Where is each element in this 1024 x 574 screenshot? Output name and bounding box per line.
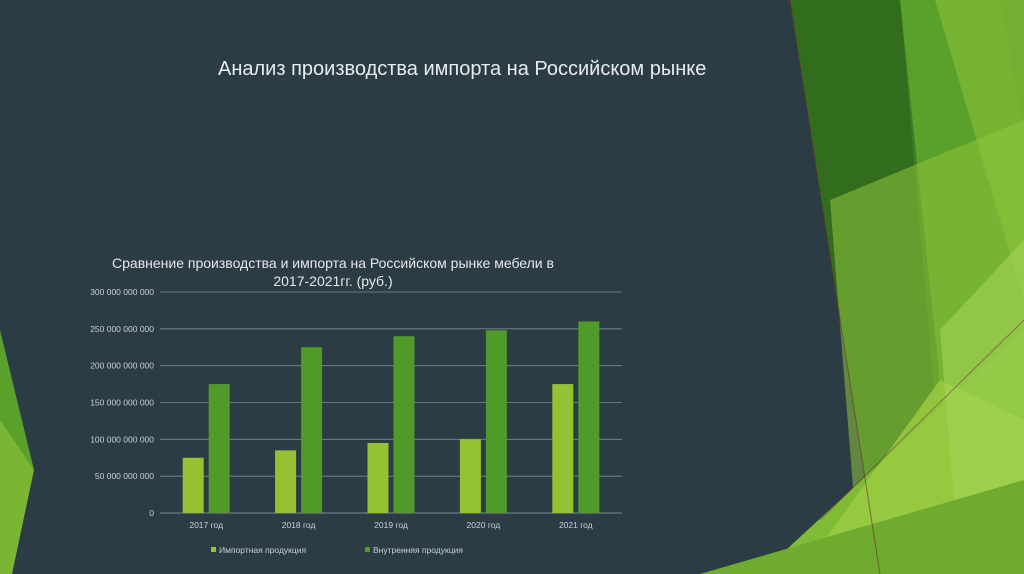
y-tick-label: 0	[149, 508, 154, 518]
x-category-label: 2021 год	[559, 520, 593, 530]
legend-label: Импортная продукция	[219, 545, 307, 555]
y-tick-label: 100 000 000 000	[90, 434, 154, 444]
bar	[552, 384, 574, 513]
y-tick-label: 50 000 000 000	[95, 471, 154, 481]
bar	[367, 443, 389, 513]
bar	[301, 347, 323, 513]
chart-title: Сравнение производства и импорта на Росс…	[88, 254, 578, 290]
bar	[485, 330, 507, 513]
slide-title: Анализ производства импорта на Российско…	[218, 58, 707, 80]
x-category-label: 2018 год	[282, 520, 316, 530]
chart-title-line-2: 2017-2021гг. (руб.)	[273, 273, 393, 289]
y-tick-label: 250 000 000 000	[90, 324, 154, 334]
bar	[208, 384, 230, 513]
bar	[182, 457, 204, 513]
y-tick-label: 150 000 000 000	[90, 398, 154, 408]
chart-title-line-1: Сравнение производства и импорта на Росс…	[112, 255, 554, 271]
legend-swatch	[365, 547, 370, 552]
bar	[393, 336, 415, 513]
y-tick-label: 200 000 000 000	[90, 361, 154, 371]
x-category-label: 2019 год	[374, 520, 408, 530]
legend-label: Внутренняя продукция	[373, 545, 463, 555]
legend-swatch	[211, 547, 216, 552]
bar	[459, 439, 481, 513]
x-category-label: 2020 год	[467, 520, 501, 530]
bar	[578, 321, 600, 513]
y-tick-label: 300 000 000 000	[90, 287, 154, 297]
bar	[275, 450, 297, 513]
x-category-label: 2017 год	[189, 520, 223, 530]
